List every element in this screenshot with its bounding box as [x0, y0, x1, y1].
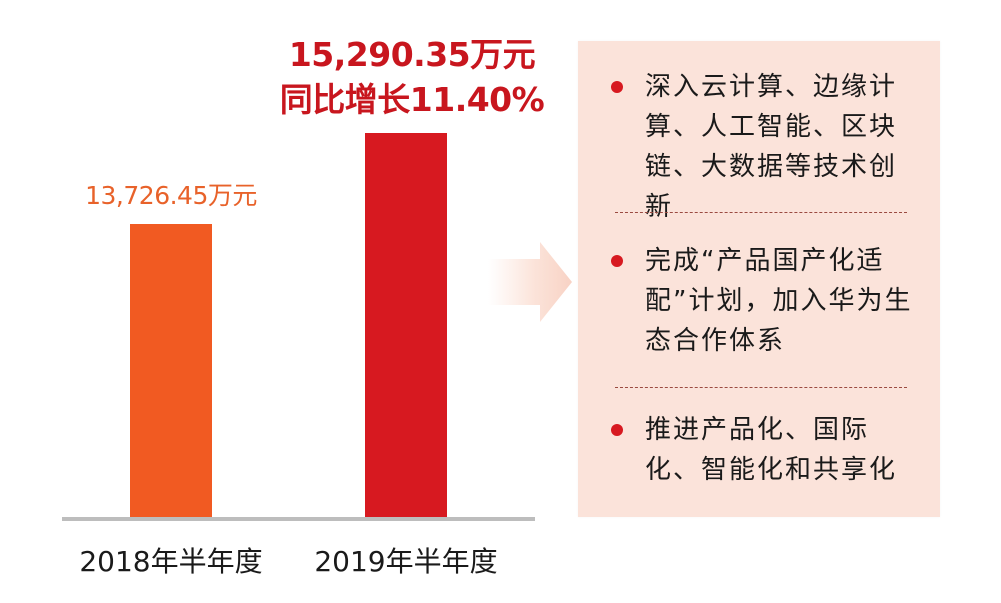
bullet-icon: [611, 424, 623, 436]
category-label-2019: 2019年半年度: [314, 545, 498, 578]
value-2019: 15,290.35万元: [288, 35, 536, 74]
dashed-divider: [615, 387, 907, 388]
highlights-panel: 深入云计算、边缘计算、人工智能、区块链、大数据等技术创新 完成“产品国产化适配”…: [578, 41, 940, 517]
value-label-2019: 15,290.35万元 同比增长11.40%: [262, 32, 562, 122]
bar-2019: [365, 133, 447, 519]
value-label-2018: 13,726.45万元: [85, 181, 257, 210]
bullet-icon: [611, 255, 623, 267]
bar-2018: [130, 224, 212, 519]
highlight-text-1: 深入云计算、边缘计算、人工智能、区块链、大数据等技术创新: [645, 72, 898, 222]
dashed-divider: [615, 212, 907, 213]
x-axis-line: [62, 517, 535, 521]
growth-annotation: 同比增长11.40%: [279, 80, 545, 119]
category-label-2018: 2018年半年度: [79, 545, 263, 578]
highlight-text-2: 完成“产品国产化适配”计划，加入华为生态合作体系: [645, 246, 913, 356]
right-arrow-icon: [488, 242, 572, 322]
highlight-text-3: 推进产品化、国际化、智能化和共享化: [645, 415, 898, 485]
bullet-icon: [611, 81, 623, 93]
